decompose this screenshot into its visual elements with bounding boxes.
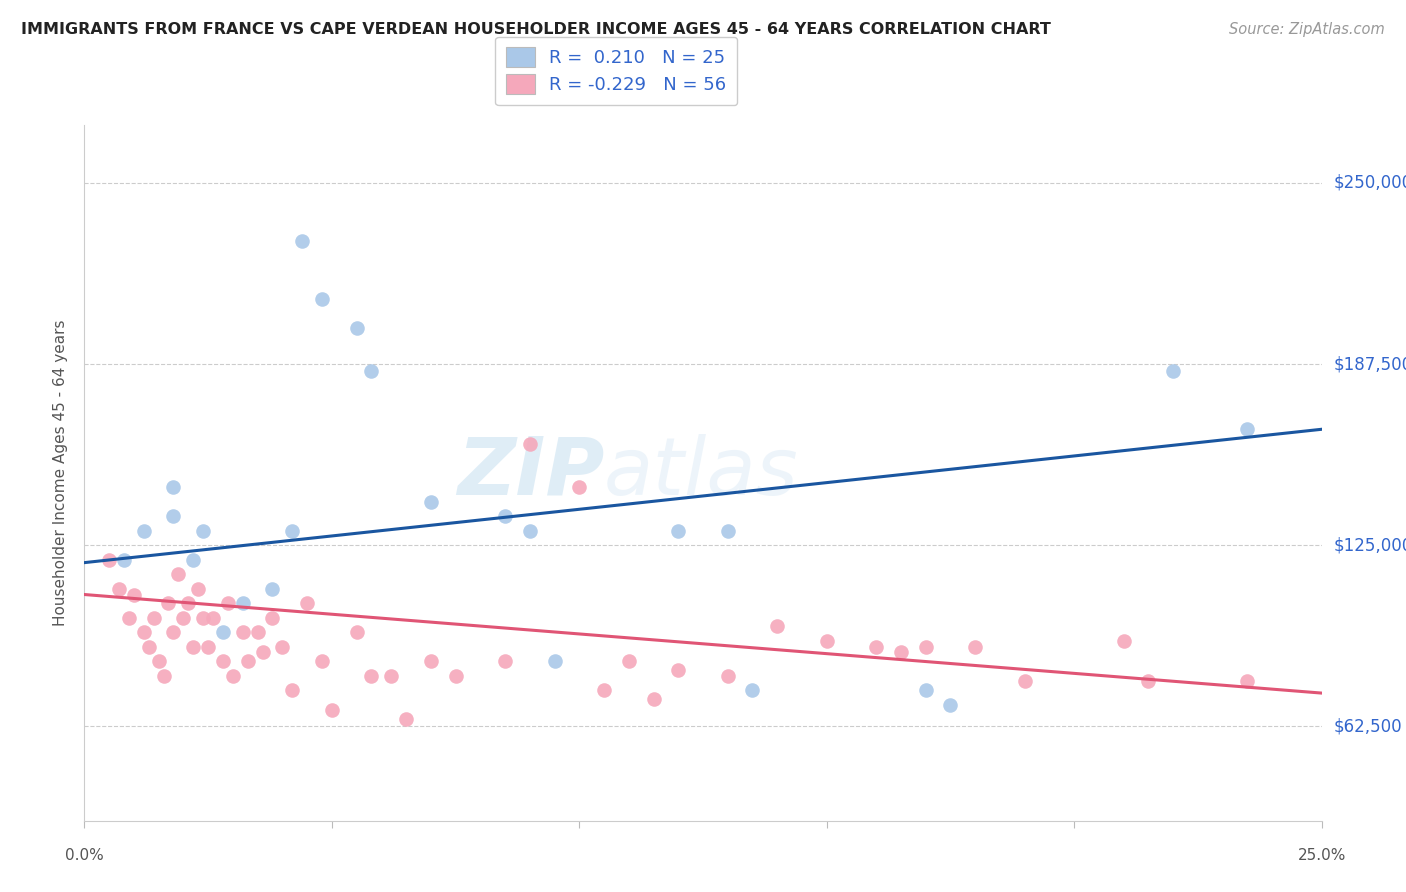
Point xyxy=(132,625,155,640)
Point xyxy=(162,625,184,640)
Text: Source: ZipAtlas.com: Source: ZipAtlas.com xyxy=(1229,22,1385,37)
Point xyxy=(741,683,763,698)
Point xyxy=(181,640,204,654)
Text: ZIP: ZIP xyxy=(457,434,605,512)
Text: IMMIGRANTS FROM FRANCE VS CAPE VERDEAN HOUSEHOLDER INCOME AGES 45 - 64 YEARS COR: IMMIGRANTS FROM FRANCE VS CAPE VERDEAN H… xyxy=(21,22,1050,37)
Point xyxy=(162,480,184,494)
Point xyxy=(181,552,204,567)
Point xyxy=(118,610,141,624)
Point xyxy=(167,567,190,582)
Point xyxy=(444,669,467,683)
Point xyxy=(360,364,382,378)
Y-axis label: Householder Income Ages 45 - 64 years: Householder Income Ages 45 - 64 years xyxy=(53,319,69,626)
Point xyxy=(162,509,184,524)
Point xyxy=(112,552,135,567)
Point xyxy=(197,640,219,654)
Point xyxy=(152,669,174,683)
Point xyxy=(395,712,418,726)
Point xyxy=(262,582,284,596)
Point xyxy=(1112,633,1135,648)
Point xyxy=(232,625,254,640)
Point xyxy=(217,596,239,610)
Point xyxy=(177,596,200,610)
Point xyxy=(281,524,304,538)
Point xyxy=(295,596,318,610)
Text: 0.0%: 0.0% xyxy=(65,848,104,863)
Text: $62,500: $62,500 xyxy=(1334,717,1403,735)
Point xyxy=(252,646,274,660)
Point xyxy=(494,509,516,524)
Point xyxy=(148,654,170,668)
Point xyxy=(717,669,740,683)
Point xyxy=(236,654,259,668)
Text: $187,500: $187,500 xyxy=(1334,355,1406,373)
Point xyxy=(138,640,160,654)
Point xyxy=(271,640,294,654)
Point xyxy=(132,524,155,538)
Point xyxy=(419,654,441,668)
Point xyxy=(815,633,838,648)
Point xyxy=(262,610,284,624)
Point xyxy=(291,234,314,248)
Text: $250,000: $250,000 xyxy=(1334,174,1406,192)
Point xyxy=(212,625,235,640)
Point xyxy=(890,646,912,660)
Point xyxy=(281,683,304,698)
Point xyxy=(766,619,789,633)
Point xyxy=(914,683,936,698)
Point xyxy=(494,654,516,668)
Point xyxy=(666,663,689,677)
Point xyxy=(346,625,368,640)
Point xyxy=(380,669,402,683)
Point xyxy=(1161,364,1184,378)
Point xyxy=(311,654,333,668)
Point xyxy=(202,610,225,624)
Point xyxy=(519,524,541,538)
Text: 25.0%: 25.0% xyxy=(1298,848,1346,863)
Point xyxy=(617,654,640,668)
Point xyxy=(865,640,887,654)
Point xyxy=(939,698,962,712)
Point xyxy=(191,610,214,624)
Point xyxy=(717,524,740,538)
Point xyxy=(965,640,987,654)
Point xyxy=(666,524,689,538)
Point xyxy=(593,683,616,698)
Point xyxy=(360,669,382,683)
Point xyxy=(1014,674,1036,689)
Point xyxy=(108,582,131,596)
Point xyxy=(321,703,343,717)
Point xyxy=(419,494,441,508)
Point xyxy=(157,596,180,610)
Point xyxy=(346,320,368,334)
Point xyxy=(232,596,254,610)
Point xyxy=(98,552,121,567)
Text: $125,000: $125,000 xyxy=(1334,536,1406,554)
Point xyxy=(1137,674,1160,689)
Point xyxy=(543,654,565,668)
Point xyxy=(191,524,214,538)
Point xyxy=(172,610,194,624)
Legend: R =  0.210   N = 25, R = -0.229   N = 56: R = 0.210 N = 25, R = -0.229 N = 56 xyxy=(495,37,738,105)
Point xyxy=(1236,422,1258,436)
Point xyxy=(122,588,145,602)
Point xyxy=(519,436,541,450)
Point xyxy=(212,654,235,668)
Point xyxy=(643,692,665,706)
Point xyxy=(311,292,333,306)
Point xyxy=(246,625,269,640)
Point xyxy=(1236,674,1258,689)
Point xyxy=(142,610,165,624)
Point xyxy=(187,582,209,596)
Text: atlas: atlas xyxy=(605,434,799,512)
Point xyxy=(222,669,245,683)
Point xyxy=(568,480,591,494)
Point xyxy=(914,640,936,654)
